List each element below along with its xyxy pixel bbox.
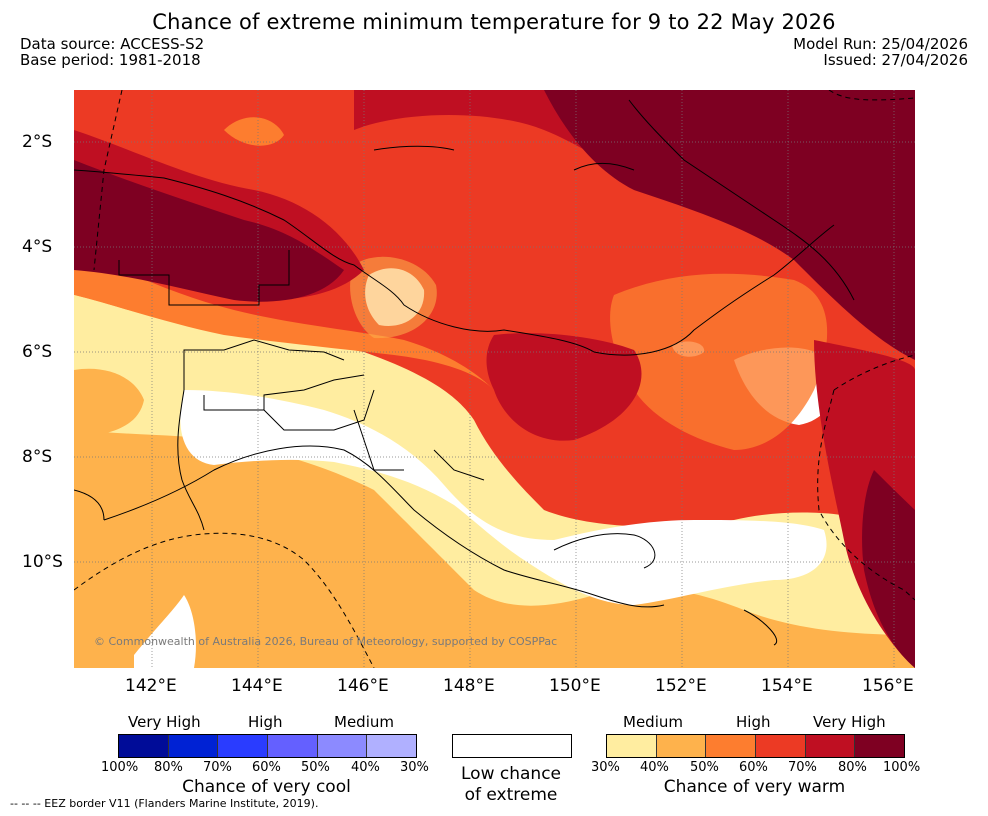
lon-tick-154e: 154°E bbox=[761, 676, 813, 696]
region-40-50-west bbox=[74, 368, 144, 438]
cool-tick-60: 60% bbox=[252, 760, 281, 775]
cool-swatch-1 bbox=[119, 735, 169, 757]
cool-swatch-3 bbox=[218, 735, 269, 757]
warm-swatch-4 bbox=[756, 735, 806, 757]
warm-tick-70: 70% bbox=[788, 760, 817, 775]
warm-tick-100: 100% bbox=[883, 760, 921, 775]
base-period: Base period: 1981-2018 bbox=[20, 51, 201, 69]
lon-tick-148e: 148°E bbox=[443, 676, 495, 696]
cool-swatch-6 bbox=[367, 735, 417, 757]
lat-tick-8s: 8°S bbox=[22, 447, 53, 467]
warm-swatch-6 bbox=[855, 735, 905, 757]
warm-tick-30: 30% bbox=[591, 760, 620, 775]
cool-colorbar bbox=[118, 734, 417, 758]
warm-swatch-5 bbox=[805, 735, 856, 757]
cool-level-very-high: Very High bbox=[128, 713, 201, 731]
region-80-100-west bbox=[74, 160, 344, 302]
cool-swatch-5 bbox=[317, 735, 368, 757]
cool-tick-40: 40% bbox=[351, 760, 380, 775]
warm-tick-50: 50% bbox=[690, 760, 719, 775]
cool-level-medium: Medium bbox=[334, 713, 394, 731]
forecast-map[interactable]: © Commonwealth of Australia 2026, Bureau… bbox=[74, 90, 915, 668]
model-run: Model Run: 25/04/2026 bbox=[793, 35, 968, 53]
lon-tick-144e: 144°E bbox=[231, 676, 283, 696]
warm-swatch-1 bbox=[607, 735, 657, 757]
lon-tick-152e: 152°E bbox=[655, 676, 707, 696]
region-low-chance-south bbox=[180, 390, 827, 605]
data-source: Data source: ACCESS-S2 bbox=[20, 35, 205, 53]
warm-swatch-2 bbox=[656, 735, 707, 757]
lon-tick-146e: 146°E bbox=[337, 676, 389, 696]
warm-tick-40: 40% bbox=[640, 760, 669, 775]
eez-border bbox=[74, 90, 915, 668]
region-50-60-east bbox=[610, 273, 828, 450]
lat-tick-6s: 6°S bbox=[22, 342, 53, 362]
warm-caption: Chance of very warm bbox=[663, 777, 846, 797]
warm-level-very-high: Very High bbox=[813, 713, 886, 731]
cool-level-high: High bbox=[248, 713, 283, 731]
cool-tick-50: 50% bbox=[301, 760, 330, 775]
warm-level-medium: Medium bbox=[623, 713, 683, 731]
lat-tick-4s: 4°S bbox=[22, 237, 53, 257]
region-40-50-south bbox=[74, 430, 915, 668]
map-copyright: © Commonwealth of Australia 2026, Bureau… bbox=[94, 635, 557, 648]
region-50-60-nw bbox=[224, 117, 284, 146]
low-chance-line2: of extreme bbox=[464, 785, 558, 805]
issued-date: Issued: 27/04/2026 bbox=[823, 51, 968, 69]
cool-caption: Chance of very cool bbox=[182, 777, 351, 797]
lon-tick-142e: 142°E bbox=[125, 676, 177, 696]
chart-title: Chance of extreme minimum temperature fo… bbox=[152, 10, 836, 34]
cool-swatch-4 bbox=[268, 735, 318, 757]
region-low-chance-sw bbox=[134, 595, 196, 668]
lat-tick-10s: 10°S bbox=[22, 552, 63, 572]
warm-swatch-3 bbox=[706, 735, 757, 757]
cool-tick-100: 100% bbox=[101, 760, 139, 775]
lon-tick-156e: 156°E bbox=[862, 676, 914, 696]
cool-tick-80: 80% bbox=[154, 760, 183, 775]
lat-tick-2s: 2°S bbox=[22, 132, 53, 152]
region-70-80-center bbox=[486, 333, 642, 441]
region-80-100-se bbox=[862, 470, 915, 668]
warm-colorbar bbox=[606, 734, 905, 758]
eez-footnote: -- -- -- EEZ border V11 (Flanders Marine… bbox=[10, 797, 319, 810]
warm-level-high: High bbox=[736, 713, 771, 731]
region-80-100-north bbox=[544, 90, 915, 360]
province-borders bbox=[118, 250, 485, 481]
low-chance-swatch bbox=[452, 734, 572, 758]
warm-tick-60: 60% bbox=[739, 760, 768, 775]
cool-tick-70: 70% bbox=[203, 760, 232, 775]
low-chance-line1: Low chance bbox=[461, 764, 561, 784]
lon-tick-150e: 150°E bbox=[549, 676, 601, 696]
coastline bbox=[74, 99, 855, 646]
warm-tick-80: 80% bbox=[838, 760, 867, 775]
graticule bbox=[74, 90, 915, 668]
cool-swatch-2 bbox=[168, 735, 219, 757]
cool-tick-30: 30% bbox=[400, 760, 429, 775]
